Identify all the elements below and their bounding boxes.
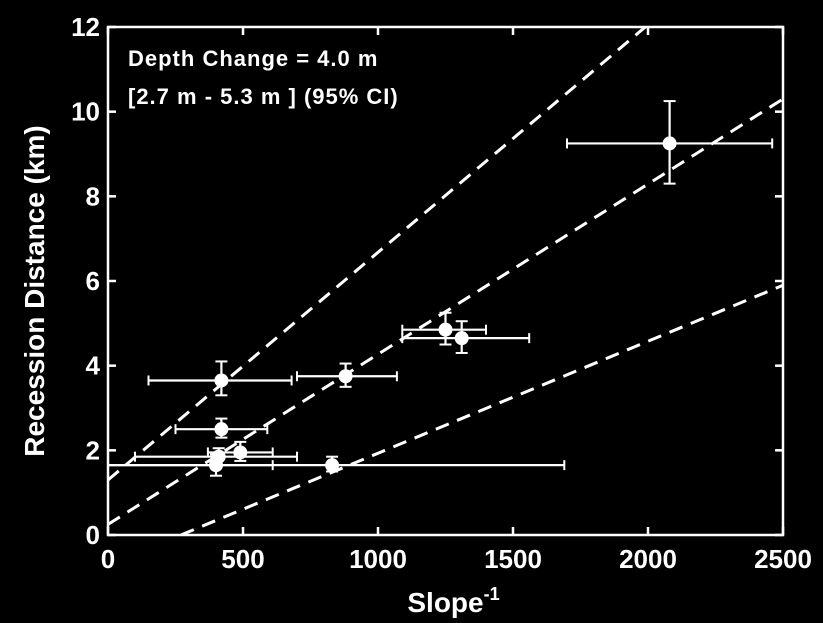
x-tick-label: 2500: [754, 544, 812, 574]
data-point-2: [214, 422, 229, 437]
data-point-9: [454, 331, 469, 346]
y-axis-label: Recession Distance (km): [19, 125, 50, 456]
x-tick-label: 2000: [619, 544, 677, 574]
data-point-1: [214, 373, 229, 388]
y-tick-label: 4: [86, 351, 101, 381]
x-tick-label: 1000: [349, 544, 407, 574]
data-point-10: [662, 136, 677, 151]
x-axis-label: Slope-1: [407, 584, 499, 618]
x-tick-label: 1500: [484, 544, 542, 574]
y-tick-label: 6: [86, 266, 100, 296]
y-tick-label: 2: [86, 435, 100, 465]
data-point-5: [233, 445, 248, 460]
annotation-depth-change: Depth Change = 4.0 m: [128, 46, 378, 71]
annotation-confidence-interval: [2.7 m - 5.3 m ] (95% CI): [128, 84, 399, 109]
y-tick-label: 12: [71, 12, 100, 42]
fit-line-2: [108, 97, 783, 526]
data-point-6: [325, 458, 340, 473]
data-point-7: [338, 369, 353, 384]
x-tick-label: 0: [101, 544, 115, 574]
y-tick-label: 10: [71, 97, 100, 127]
fit-line-1: [108, 27, 647, 482]
data-point-8: [438, 322, 453, 337]
y-tick-label: 8: [86, 181, 100, 211]
fit-line-3: [180, 283, 783, 535]
x-tick-label: 500: [221, 544, 264, 574]
y-tick-label: 0: [86, 520, 100, 550]
